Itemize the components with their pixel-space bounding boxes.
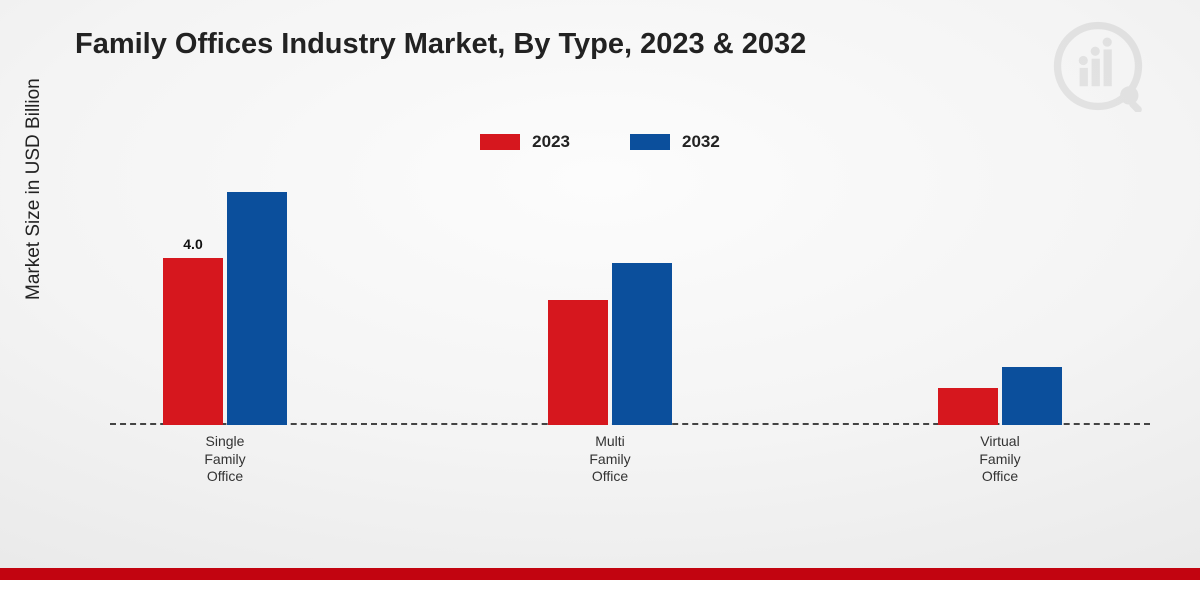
legend-item-2032: 2032	[630, 132, 720, 152]
x-axis-labels: Single Family Office Multi Family Office V…	[110, 425, 1150, 495]
footer-red-bar	[0, 568, 1200, 580]
footer-stripe	[0, 568, 1200, 600]
legend-label-2023: 2023	[532, 132, 570, 152]
plot-area: 4.0	[110, 175, 1150, 425]
chart-canvas: Family Offices Industry Market, By Type,…	[0, 0, 1200, 600]
bar	[163, 258, 223, 425]
legend-swatch-2032	[630, 134, 670, 150]
bar	[227, 192, 287, 425]
x-axis-category-label: Multi Family Office	[589, 433, 630, 486]
legend-swatch-2023	[480, 134, 520, 150]
bar-value-label: 4.0	[183, 236, 202, 252]
x-axis-category-label: Single Family Office	[204, 433, 245, 486]
legend-label-2032: 2032	[682, 132, 720, 152]
watermark-logo-icon	[1052, 20, 1144, 112]
bar	[548, 300, 608, 425]
legend-item-2023: 2023	[480, 132, 570, 152]
chart-title: Family Offices Industry Market, By Type,…	[75, 28, 806, 61]
bar	[1002, 367, 1062, 425]
bar	[938, 388, 998, 426]
x-axis-category-label: Virtual Family Office	[979, 433, 1020, 486]
footer-white-bar	[0, 580, 1200, 600]
watermark-svg	[1052, 20, 1144, 112]
bar	[612, 263, 672, 426]
y-axis-label: Market Size in USD Billion	[23, 78, 45, 300]
legend: 2023 2032	[0, 132, 1200, 152]
